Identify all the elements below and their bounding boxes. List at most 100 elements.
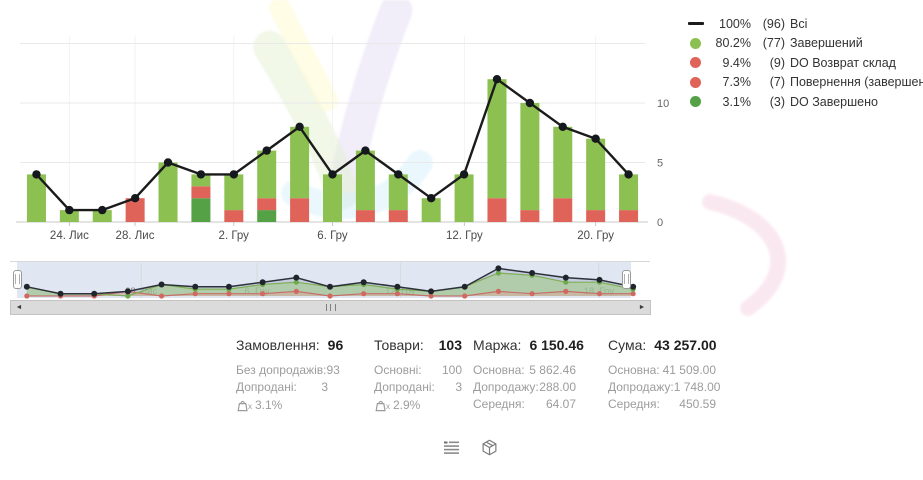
- legend-item-do-completed[interactable]: 3.1% (3) DO Завершено: [687, 92, 923, 112]
- nav-point: [630, 283, 637, 290]
- bar-segment[interactable]: [323, 174, 342, 222]
- stats-title-row: Замовлення: 96: [236, 337, 343, 353]
- nav-point: [529, 270, 536, 276]
- bar-segment[interactable]: [421, 198, 441, 222]
- data-point[interactable]: [163, 158, 173, 167]
- upsell-bag-icon: x: [374, 399, 390, 413]
- data-point[interactable]: [295, 122, 304, 131]
- bar-segment[interactable]: [487, 198, 507, 222]
- range-handle-left[interactable]: [13, 270, 22, 289]
- bar-segment[interactable]: [191, 174, 211, 187]
- data-point[interactable]: [426, 194, 436, 203]
- legend-percent: 9.4%: [722, 55, 752, 70]
- data-point[interactable]: [492, 75, 502, 84]
- bar-segment[interactable]: [125, 198, 145, 222]
- bar-segment[interactable]: [388, 174, 408, 211]
- scrollbar-grip[interactable]: [325, 304, 336, 311]
- bar-segment[interactable]: [586, 138, 606, 211]
- bar-segment[interactable]: [224, 210, 244, 222]
- nav-point: [360, 279, 367, 286]
- data-point[interactable]: [32, 170, 41, 179]
- bar-segment[interactable]: [191, 186, 211, 199]
- scroll-right-arrow-icon[interactable]: ►: [638, 304, 646, 311]
- bar-segment[interactable]: [26, 174, 46, 222]
- legend-item-return-completed[interactable]: 7.3% (7) Повернення (завершений): [687, 73, 923, 93]
- range-scrollbar[interactable]: ◄ ►: [10, 300, 651, 315]
- data-point[interactable]: [98, 205, 107, 215]
- dot-swatch-icon: [687, 96, 704, 108]
- stats-sub-row: Допродажу: 1 748.00: [608, 380, 721, 394]
- data-point[interactable]: [196, 170, 206, 179]
- data-point[interactable]: [591, 134, 600, 143]
- bar-segment[interactable]: [553, 126, 573, 199]
- bar-segment[interactable]: [257, 198, 277, 211]
- legend-item-do-return-warehouse[interactable]: 9.4% (9) DO Возврат склад: [687, 53, 923, 73]
- x-axis-label: 24. Лис: [50, 230, 89, 242]
- x-axis-label: 20. Гру: [577, 230, 614, 242]
- data-point[interactable]: [229, 170, 239, 179]
- data-point[interactable]: [328, 170, 337, 179]
- nav-point: [260, 291, 266, 297]
- bar-segment[interactable]: [191, 198, 211, 222]
- data-point[interactable]: [262, 146, 271, 155]
- dot-swatch-icon: [687, 76, 704, 88]
- legend-label: Завершений: [790, 36, 863, 51]
- stats-sub-row: Основна: 41 509.00: [608, 363, 716, 377]
- nav-point: [124, 288, 131, 295]
- nav-point: [158, 293, 165, 299]
- stats-title: Маржа:: [473, 337, 522, 353]
- summary-list-icon[interactable]: [441, 437, 461, 457]
- bar-segment[interactable]: [520, 210, 540, 222]
- bar-segment[interactable]: [619, 210, 639, 222]
- line-swatch-icon: [687, 22, 704, 26]
- data-point[interactable]: [394, 170, 403, 179]
- bar-segment[interactable]: [355, 210, 375, 222]
- bar-segment[interactable]: [586, 210, 606, 222]
- bar-segment[interactable]: [454, 174, 474, 222]
- bar-segment[interactable]: [290, 126, 310, 199]
- bar-segment[interactable]: [553, 198, 573, 222]
- range-handle-right[interactable]: [622, 270, 631, 289]
- data-point[interactable]: [130, 194, 140, 203]
- stats-products: Товари: 103 Основні: 100 Допродані: 3 x …: [374, 337, 462, 414]
- nav-point: [596, 291, 603, 297]
- bar-segment[interactable]: [487, 79, 507, 199]
- stats-value: 43 257.00: [654, 337, 717, 353]
- upsell-rate-row: x 2.9%: [374, 397, 462, 414]
- x-axis-label: 12. Гру: [446, 230, 483, 242]
- chart-legend: 100% (96) Всі 80.2% (77) Завершений 9.4%…: [687, 14, 923, 112]
- legend-item-all[interactable]: 100% (96) Всі: [687, 14, 923, 34]
- data-point[interactable]: [361, 146, 370, 155]
- bar-segment[interactable]: [59, 210, 79, 222]
- data-point[interactable]: [624, 170, 633, 179]
- bar-segment[interactable]: [224, 174, 244, 211]
- bar-segment[interactable]: [520, 103, 540, 211]
- nav-point: [394, 283, 401, 290]
- data-point[interactable]: [459, 170, 469, 179]
- nav-point: [495, 288, 502, 294]
- package-icon[interactable]: [479, 437, 499, 457]
- data-point[interactable]: [65, 205, 74, 215]
- legend-count: (3): [769, 94, 785, 109]
- nav-point: [293, 288, 299, 294]
- legend-item-completed[interactable]: 80.2% (77) Завершений: [687, 34, 923, 54]
- view-mode-buttons: [441, 437, 499, 457]
- bar-segment[interactable]: [158, 162, 178, 223]
- bar-segment[interactable]: [257, 210, 277, 222]
- bar-segment[interactable]: [257, 150, 277, 199]
- dot-swatch-icon: [687, 37, 704, 49]
- y-axis-label: 0: [657, 217, 663, 229]
- legend-percent: 100%: [719, 16, 751, 31]
- orders-chart[interactable]: 24. Лис 28. Лис 2. Гру 6. Гру 12. Гру 20. Гру…: [0, 0, 690, 252]
- bar-segment[interactable]: [290, 198, 310, 222]
- bar-segment[interactable]: [355, 150, 375, 211]
- data-point[interactable]: [525, 98, 535, 108]
- nav-point: [461, 283, 468, 290]
- bar-segment[interactable]: [619, 174, 639, 211]
- bar-segment[interactable]: [92, 210, 112, 222]
- bar-segment[interactable]: [388, 210, 408, 222]
- scroll-left-arrow-icon[interactable]: ◄: [15, 304, 23, 311]
- nav-point: [596, 276, 603, 283]
- data-point[interactable]: [558, 122, 567, 131]
